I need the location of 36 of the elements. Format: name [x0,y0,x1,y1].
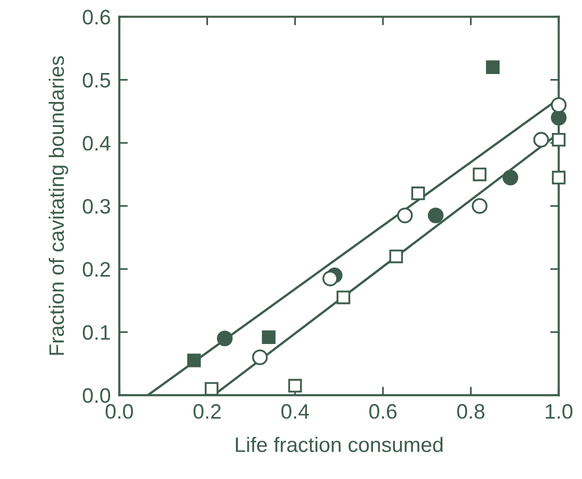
x-tick-label: 0.2 [194,404,221,419]
y-tick-label: 0.3 [82,198,110,214]
point [428,208,444,224]
x-tick-label: 1.0 [546,404,572,419]
point [550,110,567,126]
point [486,60,500,74]
x-tick-label: 0.4 [281,404,309,419]
point [288,378,302,393]
point [216,330,233,346]
point [552,132,566,147]
point [550,97,567,113]
point [533,132,549,148]
x-tick-label: 0.0 [106,404,133,419]
point [187,354,201,368]
y-axis-title: Fraction of cavitating boundaries [48,56,68,355]
y-tick-label: 0.2 [82,262,110,277]
x-tick-label: 0.6 [369,404,397,419]
x-tick-label: 0.8 [457,404,484,419]
point [472,168,486,182]
point [411,186,425,200]
y-tick-label: 0.4 [82,136,110,151]
y-tick-label: 0.5 [82,72,110,88]
point [336,290,350,304]
point [502,170,518,186]
y-tick-label: 0.6 [82,10,110,25]
point [552,170,566,184]
x-axis-title: Life fraction consumed [236,436,442,452]
point [252,349,268,366]
point [472,198,488,214]
point [262,330,276,344]
point [389,250,403,264]
point [204,382,218,396]
y-tick-label: 0.0 [82,388,110,403]
point [322,270,338,286]
y-tick-label: 0.1 [82,325,110,340]
point [397,208,413,224]
